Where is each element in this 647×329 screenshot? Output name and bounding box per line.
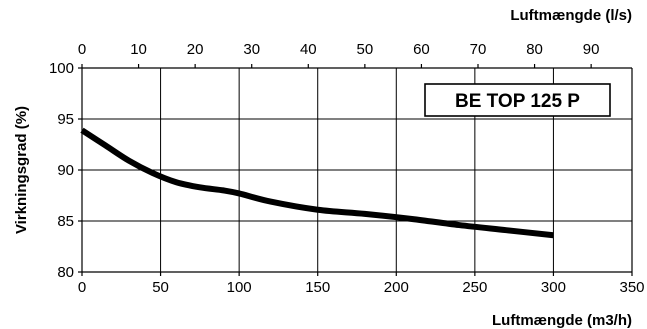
series-box-label: BE TOP 125 P <box>455 91 580 112</box>
y-tick-label: 95 <box>57 111 74 128</box>
x-axis-title: Luftmængde (m3/h) <box>492 312 632 329</box>
x-tick-label: 100 <box>227 279 252 296</box>
y-tick-label: 90 <box>57 162 74 179</box>
x-tick-label: 200 <box>384 279 409 296</box>
x2-tick-label: 60 <box>413 41 430 58</box>
x-tick-label: 300 <box>541 279 566 296</box>
x2-tick-label: 40 <box>300 41 317 58</box>
y-tick-label: 100 <box>49 60 74 77</box>
y-axis-title: Virkningsgrad (%) <box>13 106 30 234</box>
efficiency-curve <box>80 127 554 239</box>
x2-tick-label: 20 <box>187 41 204 58</box>
x2-tick-label: 50 <box>357 41 374 58</box>
x-tick-label: 50 <box>152 279 169 296</box>
x2-tick-label: 30 <box>243 41 260 58</box>
x2-tick-label: 80 <box>526 41 543 58</box>
axis-layer <box>78 64 633 276</box>
series-box <box>424 83 611 117</box>
x2-tick-label: 90 <box>583 41 600 58</box>
x2-axis-title: Luftmængde (l/s) <box>510 7 632 24</box>
y-tick-label: 85 <box>57 213 74 230</box>
x-tick-label: 250 <box>462 279 487 296</box>
series-layer <box>80 127 554 239</box>
x-tick-label: 350 <box>619 279 644 296</box>
y-tick-label: 80 <box>57 264 74 281</box>
x2-tick-label: 0 <box>78 41 86 58</box>
x-tick-label: 150 <box>305 279 330 296</box>
x-tick-label: 0 <box>78 279 86 296</box>
x2-tick-label: 10 <box>130 41 147 58</box>
x2-tick-label: 70 <box>470 41 487 58</box>
